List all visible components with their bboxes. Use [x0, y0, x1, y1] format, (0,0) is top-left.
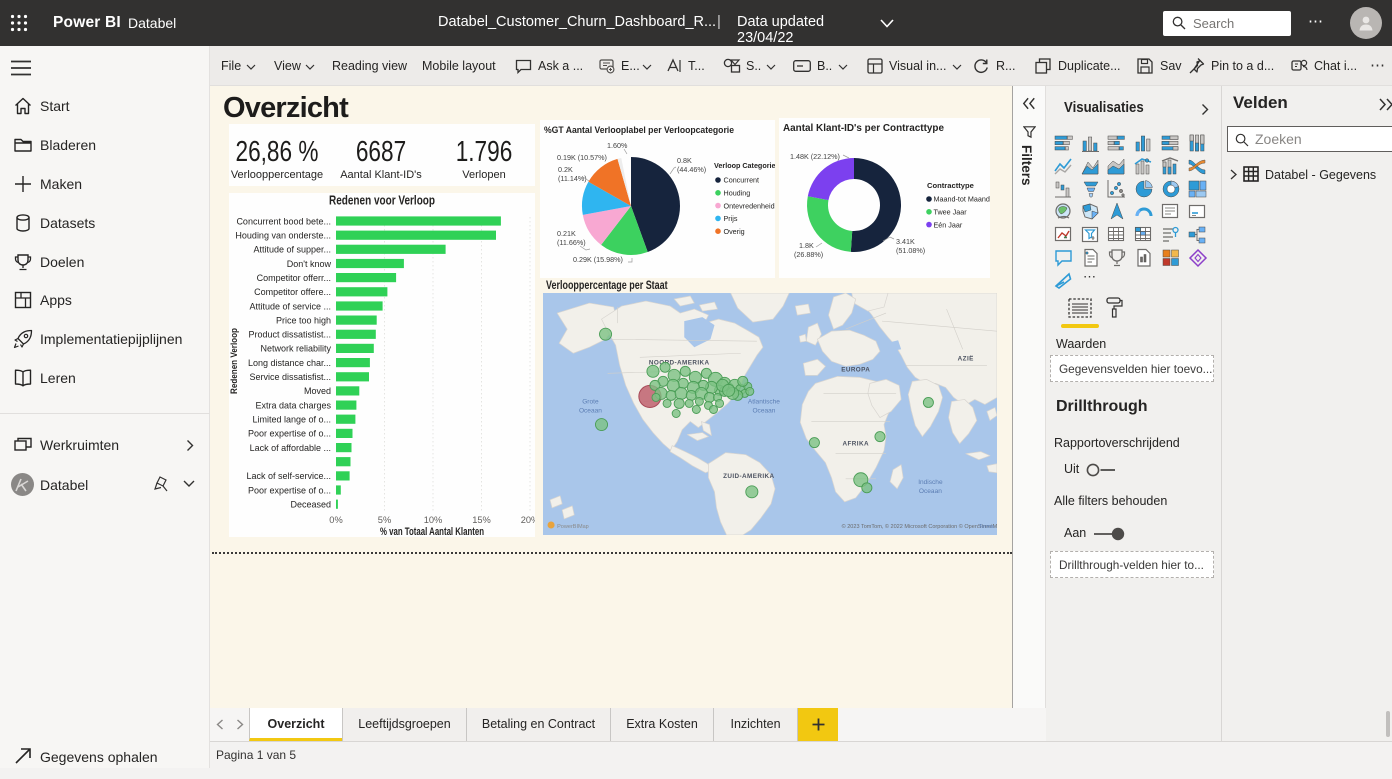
- svg-text:Don't know: Don't know: [287, 259, 332, 269]
- svg-text:Long distance char...: Long distance char...: [248, 358, 331, 368]
- svg-text:0.8K: 0.8K: [677, 156, 692, 165]
- svg-text:AFRIKA: AFRIKA: [843, 441, 869, 448]
- svg-text:Moved: Moved: [304, 386, 331, 396]
- svg-text:(26.88%): (26.88%): [794, 250, 823, 259]
- svg-text:15%: 15%: [472, 515, 491, 525]
- svg-text:NOORD-AMERIKA: NOORD-AMERIKA: [649, 359, 710, 366]
- svg-text:Price too high: Price too high: [276, 315, 331, 325]
- svg-text:Concurrent bood bete...: Concurrent bood bete...: [236, 216, 331, 226]
- svg-text:Product dissatistist...: Product dissatistist...: [248, 330, 331, 340]
- svg-text:0.2K: 0.2K: [558, 165, 573, 174]
- svg-text:1.60%: 1.60%: [607, 141, 628, 150]
- svg-text:20%: 20%: [521, 515, 535, 525]
- svg-text:Oceaan: Oceaan: [752, 408, 775, 415]
- svg-text:AZIË: AZIË: [958, 354, 974, 362]
- svg-text:Poor expertise of o...: Poor expertise of o...: [248, 485, 331, 495]
- svg-text:Eén Jaar: Eén Jaar: [934, 220, 963, 229]
- svg-text:Lack of self-service...: Lack of self-service...: [246, 471, 331, 481]
- svg-text:Indische: Indische: [918, 479, 943, 486]
- svg-text:Lack of affordable ...: Lack of affordable ...: [250, 443, 331, 453]
- svg-text:0.29K (15.98%): 0.29K (15.98%): [573, 255, 623, 264]
- svg-text:Atlantische: Atlantische: [748, 398, 780, 405]
- svg-text:Competitor offere...: Competitor offere...: [254, 287, 331, 297]
- svg-text:Network reliability: Network reliability: [260, 344, 331, 354]
- svg-text:(51.08%): (51.08%): [896, 246, 925, 255]
- svg-text:Prijs: Prijs: [724, 214, 738, 223]
- svg-text:5%: 5%: [378, 515, 391, 525]
- svg-text:Oceaan: Oceaan: [919, 488, 942, 495]
- svg-text:1.8K: 1.8K: [799, 241, 814, 250]
- svg-text:3.41K: 3.41K: [896, 237, 915, 246]
- svg-text:(11.66%): (11.66%): [557, 238, 586, 247]
- svg-text:EUROPA: EUROPA: [841, 366, 870, 373]
- svg-text:Grote: Grote: [582, 398, 599, 405]
- svg-text:Limited lange of o...: Limited lange of o...: [252, 415, 331, 425]
- svg-text:Redenen Verloop: Redenen Verloop: [229, 328, 239, 394]
- svg-text:Concurrent: Concurrent: [724, 176, 760, 185]
- svg-text:Deceased: Deceased: [290, 500, 331, 510]
- svg-text:Maand-tot Maand: Maand-tot Maand: [934, 195, 990, 204]
- svg-text:Terms: Terms: [979, 524, 994, 530]
- svg-text:Oceaan: Oceaan: [579, 408, 602, 415]
- svg-text:Attitude of service ...: Attitude of service ...: [249, 301, 331, 311]
- svg-text:% van Totaal Aantal Klanten: % van Totaal Aantal Klanten: [380, 526, 484, 537]
- svg-text:%GT Aantal Verlooplabel per Ve: %GT Aantal Verlooplabel per Verloopcateg…: [544, 125, 734, 135]
- svg-text:0%: 0%: [329, 515, 342, 525]
- svg-text:(44.46%): (44.46%): [677, 165, 706, 174]
- svg-text:Verloop Categorie: Verloop Categorie: [714, 161, 775, 170]
- svg-text:Overig: Overig: [724, 227, 745, 236]
- svg-text:Twee Jaar: Twee Jaar: [934, 208, 968, 217]
- svg-text:Houding: Houding: [724, 189, 751, 198]
- svg-text:Contracttype: Contracttype: [927, 181, 974, 190]
- svg-text:Competitor offerr...: Competitor offerr...: [257, 273, 331, 283]
- svg-text:Aantal Klant-ID's per Contract: Aantal Klant-ID's per Contracttype: [783, 123, 944, 134]
- svg-text:Redenen voor Verloop: Redenen voor Verloop: [329, 193, 435, 208]
- svg-text:ZUID-AMERIKA: ZUID-AMERIKA: [723, 473, 774, 480]
- svg-text:10%: 10%: [424, 515, 443, 525]
- svg-text:© 2023 TomTom, © 2022 Microsof: © 2023 TomTom, © 2022 Microsoft Corporat…: [842, 523, 997, 530]
- svg-text:Houding van onderste...: Houding van onderste...: [235, 231, 331, 241]
- svg-text:PowerBIMap: PowerBIMap: [557, 524, 589, 530]
- svg-text:Service dissatisfist...: Service dissatisfist...: [249, 372, 331, 382]
- svg-text:0.21K: 0.21K: [557, 229, 576, 238]
- svg-text:Extra data charges: Extra data charges: [255, 400, 331, 410]
- svg-text:(11.14%): (11.14%): [558, 174, 587, 183]
- svg-text:Attitude of supper...: Attitude of supper...: [253, 245, 331, 255]
- svg-text:Poor expertise of o...: Poor expertise of o...: [248, 429, 331, 439]
- svg-text:Ontevredenheid: Ontevredenheid: [724, 201, 775, 210]
- svg-text:0.19K (10.57%): 0.19K (10.57%): [557, 153, 607, 162]
- svg-text:1.48K (22.12%): 1.48K (22.12%): [790, 152, 840, 161]
